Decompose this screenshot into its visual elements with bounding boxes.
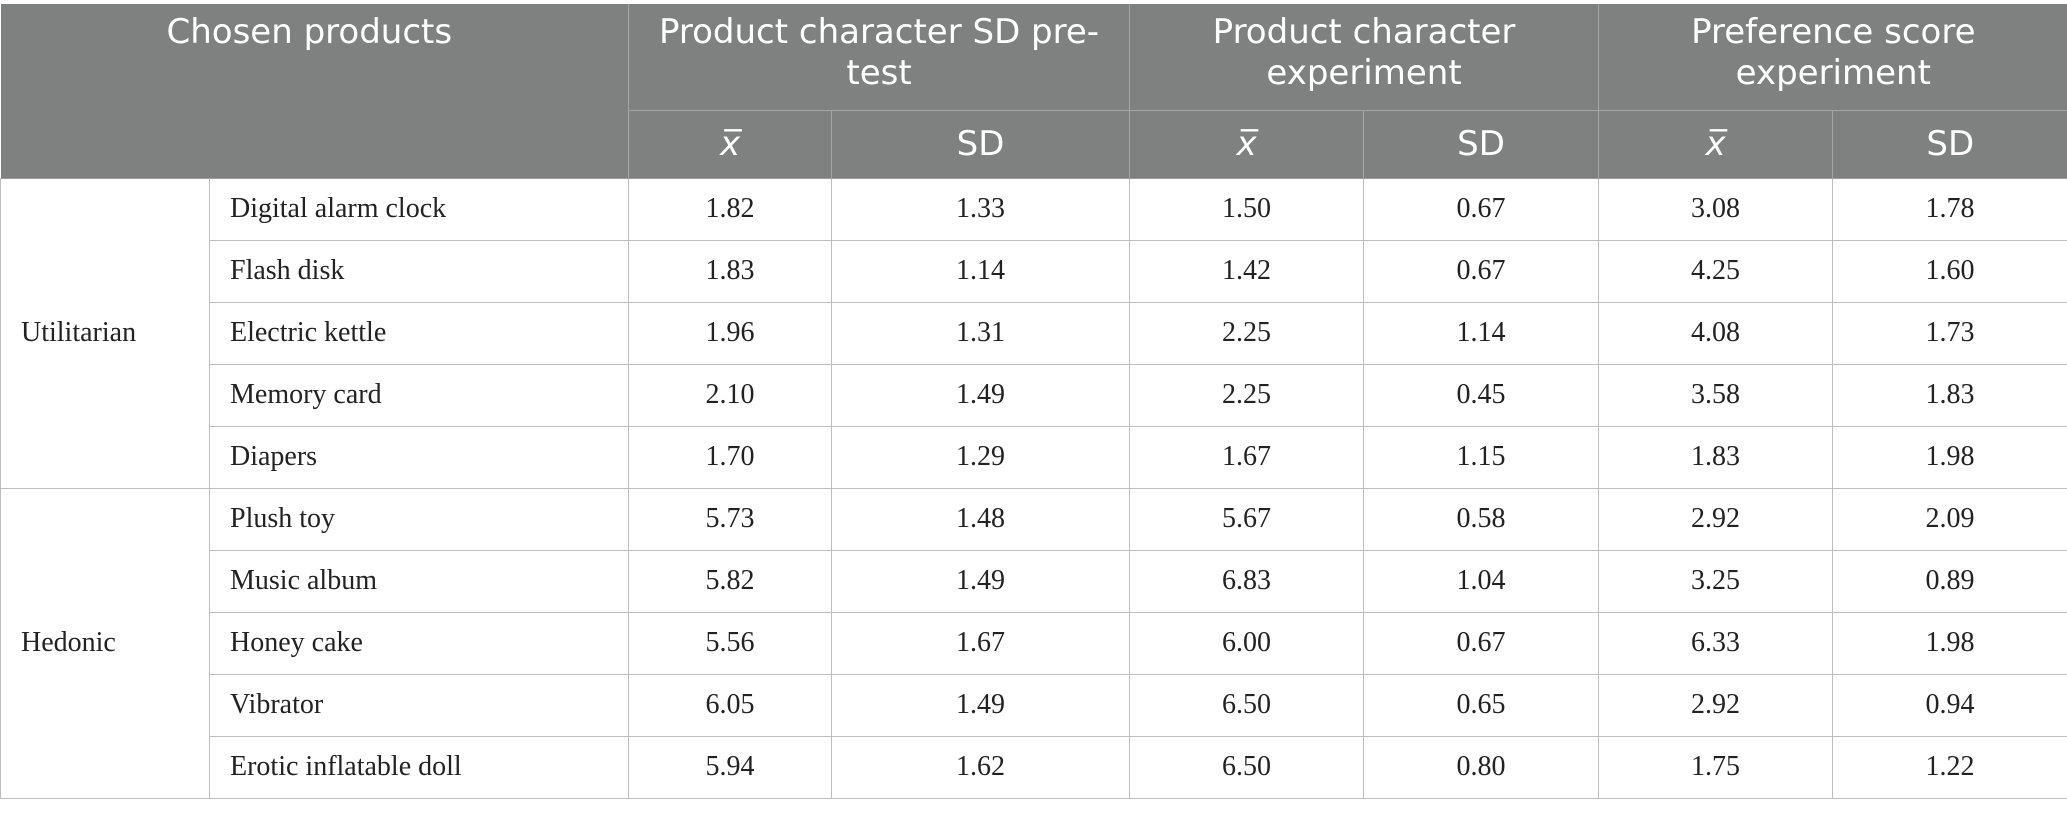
sd-value-cell: 1.31 xyxy=(831,301,1131,365)
sd-value-cell: 1.67 xyxy=(831,611,1131,675)
sd-value-cell: 1.73 xyxy=(1832,301,2067,365)
sd-value-cell: 1.49 xyxy=(831,549,1131,613)
table-row: Music album 5.82 1.49 6.83 1.04 3.25 0.89 xyxy=(1,549,2067,613)
sd-value-cell: 0.58 xyxy=(1363,487,1600,551)
product-name-cell: Erotic inflatable doll xyxy=(208,735,630,799)
table-body: Utilitarian Digital alarm clock 1.82 1.33 1.… xyxy=(0,177,2067,799)
table-row: Erotic inflatable doll 5.94 1.62 6.50 0.80 1.… xyxy=(1,735,2067,799)
mean-value-cell: 3.58 xyxy=(1598,363,1834,427)
mean-value-cell: 1.96 xyxy=(628,301,833,365)
sd-value-cell: 0.80 xyxy=(1363,735,1600,799)
sd-value-cell: 1.14 xyxy=(831,239,1131,303)
mean-value-cell: 1.82 xyxy=(628,177,833,241)
sd-value-cell: 0.65 xyxy=(1363,673,1600,737)
mean-value-cell: 5.73 xyxy=(628,487,833,551)
mean-value-cell: 2.25 xyxy=(1129,363,1365,427)
sd-value-cell: 1.48 xyxy=(831,487,1131,551)
header-group-preference-experiment: Preference score experiment xyxy=(1598,4,2067,110)
table-row: Flash disk 1.83 1.14 1.42 0.67 4.25 1.60 xyxy=(1,239,2067,303)
sd-value-cell: 1.78 xyxy=(1832,177,2067,241)
header-row-groups: Chosen products Product character SD pre… xyxy=(0,4,2067,110)
mean-value-cell: 3.25 xyxy=(1598,549,1834,613)
table-row: Utilitarian Digital alarm clock 1.82 1.33 1.… xyxy=(0,177,2067,489)
header-mean: x̅ xyxy=(1598,109,1833,178)
mean-value-cell: 2.92 xyxy=(1598,487,1834,551)
header-mean: x̅ xyxy=(1129,109,1364,178)
mean-value-cell: 6.00 xyxy=(1129,611,1365,675)
sd-value-cell: 1.60 xyxy=(1832,239,2067,303)
header-row-stats: x̅ SD x̅ SD x̅ SD xyxy=(0,109,2067,178)
mean-value-cell: 4.25 xyxy=(1598,239,1834,303)
mean-value-cell: 4.08 xyxy=(1598,301,1834,365)
sd-value-cell: 0.67 xyxy=(1363,177,1600,241)
header-blank xyxy=(0,110,629,178)
product-name-cell: Flash disk xyxy=(208,239,630,303)
mean-value-cell: 5.94 xyxy=(628,735,833,799)
mean-value-cell: 2.10 xyxy=(628,363,833,427)
mean-value-cell: 1.83 xyxy=(1598,425,1834,489)
sd-value-cell: 1.98 xyxy=(1832,611,2067,675)
sd-value-cell: 1.98 xyxy=(1832,425,2067,489)
sd-value-cell: 1.62 xyxy=(831,735,1131,799)
sd-value-cell: 1.83 xyxy=(1832,363,2067,427)
header-group-pretest: Product character SD pre-test xyxy=(628,4,1130,110)
header-sd: SD xyxy=(831,109,1130,178)
mean-value-cell: 5.56 xyxy=(628,611,833,675)
sd-value-cell: 0.45 xyxy=(1363,363,1600,427)
category-cell: Hedonic xyxy=(0,487,210,799)
sd-value-cell: 1.14 xyxy=(1363,301,1600,365)
sd-value-cell: 1.22 xyxy=(1832,735,2067,799)
product-name-cell: Vibrator xyxy=(208,673,630,737)
mean-value-cell: 1.67 xyxy=(1129,425,1365,489)
product-name-cell: Digital alarm clock xyxy=(208,177,630,241)
sd-value-cell: 1.33 xyxy=(831,177,1131,241)
table-row: Honey cake 5.56 1.67 6.00 0.67 6.33 1.98 xyxy=(1,611,2067,675)
product-name-cell: Memory card xyxy=(208,363,630,427)
mean-value-cell: 6.05 xyxy=(628,673,833,737)
product-name-cell: Music album xyxy=(208,549,630,613)
mean-value-cell: 6.83 xyxy=(1129,549,1365,613)
sd-value-cell: 1.49 xyxy=(831,673,1131,737)
product-name-cell: Electric kettle xyxy=(208,301,630,365)
product-name-cell: Plush toy xyxy=(208,487,630,551)
mean-value-cell: 6.50 xyxy=(1129,735,1365,799)
mean-value-cell: 2.25 xyxy=(1129,301,1365,365)
sd-value-cell: 1.04 xyxy=(1363,549,1600,613)
sd-value-cell: 1.49 xyxy=(831,363,1131,427)
sd-value-cell: 0.67 xyxy=(1363,611,1600,675)
header-sd: SD xyxy=(1832,109,2067,178)
mean-value-cell: 6.50 xyxy=(1129,673,1365,737)
data-table: Chosen products Product character SD pre… xyxy=(0,4,2067,799)
header-group-character-experiment: Product character experiment xyxy=(1129,4,1599,110)
header-sd: SD xyxy=(1363,109,1599,178)
mean-value-cell: 1.70 xyxy=(628,425,833,489)
category-cell: Utilitarian xyxy=(0,177,210,489)
table-row: Hedonic Plush toy 5.73 1.48 5.67 0.58 2.92 2.09 xyxy=(0,487,2067,799)
sd-value-cell: 0.94 xyxy=(1832,673,2067,737)
mean-value-cell: 1.83 xyxy=(628,239,833,303)
mean-value-cell: 3.08 xyxy=(1598,177,1834,241)
mean-value-cell: 5.82 xyxy=(628,549,833,613)
product-name-cell: Diapers xyxy=(208,425,630,489)
mean-value-cell: 2.92 xyxy=(1598,673,1834,737)
sd-value-cell: 0.67 xyxy=(1363,239,1600,303)
table-row: Vibrator 6.05 1.49 6.50 0.65 2.92 0.94 xyxy=(1,673,2067,737)
sd-value-cell: 0.89 xyxy=(1832,549,2067,613)
mean-value-cell: 1.50 xyxy=(1129,177,1365,241)
product-name-cell: Honey cake xyxy=(208,611,630,675)
sd-value-cell: 1.15 xyxy=(1363,425,1600,489)
header-mean: x̅ xyxy=(628,109,832,178)
table-header: Chosen products Product character SD pre… xyxy=(0,4,2067,178)
header-chosen-products: Chosen products xyxy=(0,4,629,110)
sd-value-cell: 1.29 xyxy=(831,425,1131,489)
mean-value-cell: 5.67 xyxy=(1129,487,1365,551)
mean-value-cell: 6.33 xyxy=(1598,611,1834,675)
sd-value-cell: 2.09 xyxy=(1832,487,2067,551)
table-row: Memory card 2.10 1.49 2.25 0.45 3.58 1.83 xyxy=(1,363,2067,427)
mean-value-cell: 1.75 xyxy=(1598,735,1834,799)
mean-value-cell: 1.42 xyxy=(1129,239,1365,303)
table-row: Electric kettle 1.96 1.31 2.25 1.14 4.08 1.73 xyxy=(1,301,2067,365)
table-row: Diapers 1.70 1.29 1.67 1.15 1.83 1.98 xyxy=(1,425,2067,489)
